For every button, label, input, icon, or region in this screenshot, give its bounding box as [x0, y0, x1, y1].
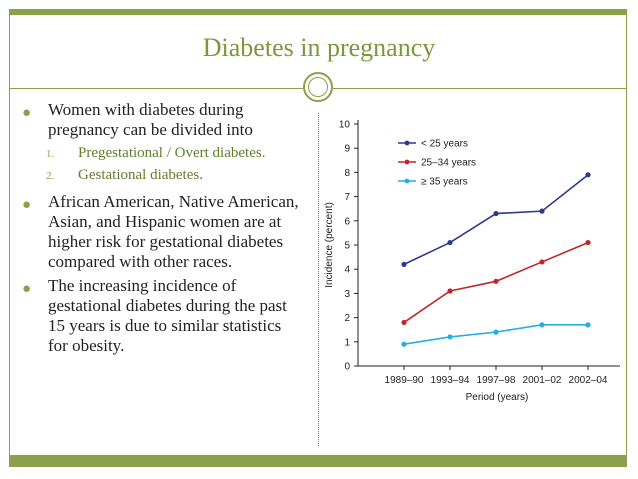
title-divider-left [9, 88, 303, 89]
chart-svg: 0 1 2 3 4 5 6 7 8 9 10 1989–90 1993–94 1997–98 2001–02… [324, 120, 620, 403]
subitem-number: 2. [46, 170, 55, 182]
data-point [493, 278, 499, 284]
y-tick-label: 6 [344, 216, 350, 227]
data-point [539, 259, 545, 265]
subitem-text: Pregestational / Overt diabetes. [78, 145, 266, 161]
slide-content: ● Women with diabetes during pregnancy c… [20, 100, 305, 360]
data-point [401, 319, 407, 326]
bullet-item: ● Women with diabetes during pregnancy c… [20, 100, 305, 140]
numbered-subitem: 1. Pregestational / Overt diabetes. [20, 144, 305, 162]
subitem-number: 1. [46, 148, 55, 160]
bullet-text: The increasing incidence of gestational … [48, 276, 287, 355]
data-point [447, 334, 453, 340]
x-tick-label: 2002–04 [569, 375, 608, 386]
y-tick-label: 7 [344, 192, 350, 203]
data-point [493, 210, 499, 217]
data-point [585, 322, 591, 328]
incidence-chart: 0 1 2 3 4 5 6 7 8 9 10 1989–90 1993–94 1997–98 2001–02… [320, 113, 625, 408]
x-tick-label: 1989–90 [385, 375, 424, 386]
bullet-item: ● The increasing incidence of gestationa… [20, 276, 305, 356]
legend-swatch-marker [404, 159, 410, 165]
legend-label: 25–34 years [421, 158, 476, 169]
y-tick-label: 3 [344, 289, 350, 300]
numbered-subitem: 2. Gestational diabetes. [20, 166, 305, 184]
y-tick-label: 0 [344, 362, 350, 373]
y-tick-label: 8 [344, 168, 350, 179]
y-tick-label: 5 [344, 241, 350, 252]
x-axis-title: Period (years) [466, 392, 529, 403]
x-tick-label: 1997–98 [477, 375, 516, 386]
slide-title: Diabetes in pregnancy [202, 33, 436, 62]
data-point [447, 288, 453, 294]
y-tick-label: 9 [344, 144, 350, 155]
circle-ornament-inner-icon [308, 77, 328, 97]
bullet-text: Women with diabetes during pregnancy can… [48, 100, 253, 139]
x-tick-label: 2001–02 [523, 375, 562, 386]
bullet-icon: ● [22, 197, 32, 213]
title-divider-right [333, 88, 627, 89]
series-line-0 [403, 174, 589, 266]
y-tick-label: 4 [344, 265, 350, 276]
bullet-item: ● African American, Native American, Asi… [20, 192, 305, 272]
data-point [493, 329, 499, 335]
y-axis-title: Incidence (percent) [324, 202, 335, 288]
data-point [585, 172, 591, 178]
data-point [585, 239, 591, 246]
data-point [447, 239, 453, 246]
legend-label: < 25 years [421, 139, 468, 150]
bullet-icon: ● [22, 105, 32, 121]
top-accent-bar [9, 9, 627, 15]
y-tick-label: 10 [339, 120, 351, 131]
x-tick-label: 1993–94 [431, 375, 470, 386]
y-tick-label: 2 [344, 313, 350, 324]
data-point [401, 261, 407, 267]
legend-swatch-marker [404, 140, 410, 146]
subitem-text: Gestational diabetes. [78, 167, 203, 183]
bullet-text: African American, Native American, Asian… [48, 192, 299, 271]
bullet-icon: ● [22, 281, 32, 297]
y-tick-label: 1 [344, 337, 350, 348]
data-point [539, 208, 545, 214]
data-point [539, 322, 545, 328]
legend-swatch-marker [404, 178, 410, 184]
legend-label: ≥ 35 years [421, 177, 468, 188]
chart-border-line [318, 113, 319, 446]
data-point [401, 341, 407, 347]
bottom-accent-bar [9, 455, 627, 467]
